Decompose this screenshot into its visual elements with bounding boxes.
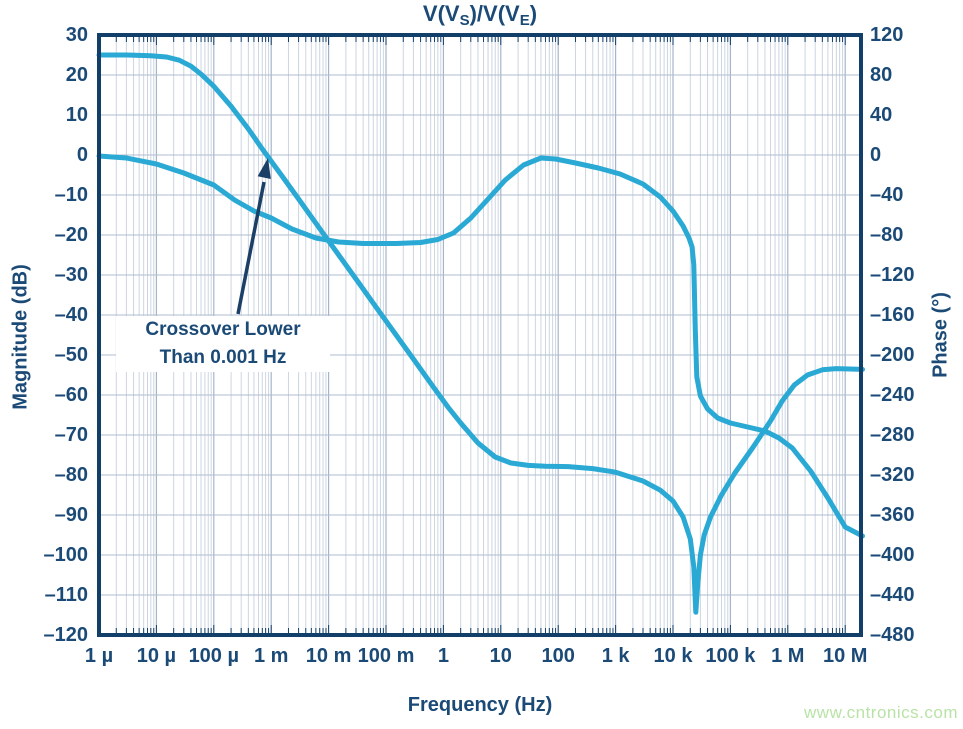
title-text: V(V (422, 1, 460, 26)
y-right-tick-label: –40 (870, 184, 904, 206)
plot-frame (97, 33, 863, 637)
y-right-tick-label: –360 (870, 504, 915, 526)
x-tick-label: 1 k (601, 645, 630, 667)
x-axis-title: Frequency (Hz) (407, 694, 553, 716)
y-left-tick-label: –90 (54, 504, 88, 526)
phase-curve (96, 153, 865, 539)
y-right-tick-label: –320 (870, 464, 915, 486)
y-left-tick-label: 10 (65, 104, 88, 126)
x-tick-label: 100 (541, 645, 575, 667)
y-left-tick-label: 30 (65, 24, 88, 46)
plot-title: V(VS)/V(VE) (99, 1, 861, 29)
crossover-arrow-head (257, 158, 271, 179)
title-subscript-e: E (519, 12, 530, 29)
y-right-tick-label: –240 (870, 384, 915, 406)
y-right-tick-label: 80 (870, 64, 893, 86)
x-tick-label: 10 k (653, 645, 693, 667)
x-tick-label: 1 (437, 645, 449, 667)
y-right-tick-label: –400 (870, 544, 915, 566)
x-tick-label: 1 µ (84, 645, 114, 667)
y-left-tick-label: –20 (54, 224, 88, 246)
y-left-tick-label: –10 (54, 184, 88, 206)
x-tick-label: 100 µ (188, 645, 240, 667)
y-right-tick-label: 40 (870, 104, 893, 126)
y-left-tick-label: –50 (54, 344, 88, 366)
x-tick-label: 1 M (771, 645, 805, 667)
y-left-tick-label: –80 (54, 464, 88, 486)
x-tick-label: 10 (489, 645, 512, 667)
y-right-tick-label: 120 (870, 24, 904, 46)
crossover-annotation-line1: Crossover Lower (145, 319, 301, 340)
magnitude-curve (96, 52, 865, 615)
x-tick-label: 10 M (822, 645, 868, 667)
y-right-tick-label: –160 (870, 304, 915, 326)
y-right-tick-label: 0 (870, 144, 882, 166)
y-left-tick-label: –110 (44, 584, 88, 606)
y-left-tick-label: –100 (43, 544, 89, 566)
y-left-tick-label: 20 (65, 64, 88, 86)
watermark-text: www.cntronics.com (804, 703, 958, 722)
y-left-tick-label: –60 (54, 384, 88, 406)
y-left-tick-label: –40 (54, 304, 88, 326)
y-right-tick-label: –200 (870, 344, 915, 366)
y-right-tick-label: –440 (870, 584, 915, 606)
y-left-tick-label: –120 (43, 624, 89, 646)
y-right-tick-label: –80 (870, 224, 904, 246)
title-subscript-s: S (459, 12, 470, 29)
x-tick-label: 100 k (705, 645, 756, 667)
x-tick-label: 100 m (357, 645, 415, 667)
y-right-tick-label: –480 (870, 624, 915, 646)
y-left-tick-label: –70 (54, 424, 88, 446)
title-text: ) (529, 1, 538, 26)
x-tick-label: 1 m (253, 645, 289, 667)
y-left-tick-label: 0 (76, 144, 88, 166)
title-text: )/V(V (469, 1, 520, 26)
crossover-annotation: Crossover Lower Than 0.001 Hz (116, 316, 330, 372)
crossover-arrow-shaft (236, 181, 266, 315)
y-right-tick-label: –280 (870, 424, 915, 446)
crossover-annotation-line2: Than 0.001 Hz (159, 347, 287, 368)
x-tick-label: 10 m (305, 645, 352, 667)
y-right-tick-label: –120 (870, 264, 915, 286)
y-left-tick-label: –30 (54, 264, 88, 286)
x-tick-label: 10 µ (136, 645, 177, 667)
